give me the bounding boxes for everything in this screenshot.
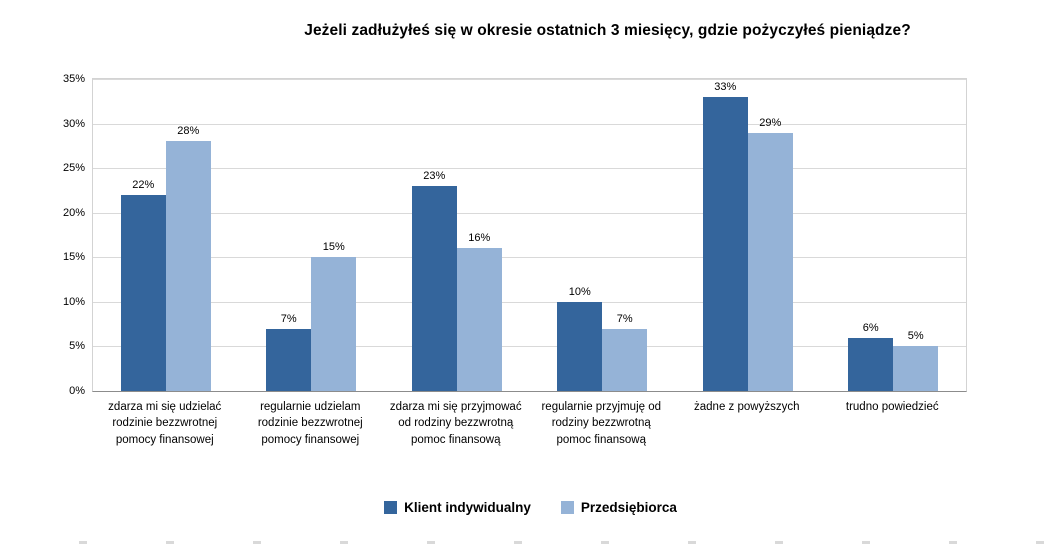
bar: 22% xyxy=(120,179,166,391)
y-tick-label: 5% xyxy=(69,340,85,353)
bar-value-label: 7% xyxy=(280,312,297,325)
y-tick-label: 35% xyxy=(62,73,85,85)
bar: 5% xyxy=(893,330,939,391)
gridline xyxy=(93,301,966,303)
x-category-label: zdarza mi się udzielać rodzinie bezzwrot… xyxy=(108,401,222,446)
gridline xyxy=(93,346,966,348)
bar-value-label: 33% xyxy=(714,80,737,93)
bar: 7% xyxy=(602,313,648,391)
bar-group: 22% 28% xyxy=(93,79,239,391)
y-tick-label: 15% xyxy=(62,251,85,264)
bar-group: 6% 5% xyxy=(821,79,967,391)
bar: 10% xyxy=(557,286,603,391)
legend-swatch xyxy=(560,501,574,514)
bar-group: 7% 15% xyxy=(239,79,385,391)
bar-value-label: 5% xyxy=(907,330,924,343)
y-tick-label: 25% xyxy=(62,162,85,175)
legend-label: Klient indywidualny xyxy=(404,500,531,515)
bar-value-label: 10% xyxy=(568,285,591,298)
bar-value-label: 22% xyxy=(132,178,155,191)
y-tick-label: 20% xyxy=(62,206,85,219)
bar-value-label: 23% xyxy=(423,169,446,182)
gridline xyxy=(93,168,966,170)
y-tick-label: 0% xyxy=(69,385,85,397)
legend-item: Przedsiębiorca xyxy=(560,500,677,515)
bar: 16% xyxy=(456,232,502,391)
bar: 29% xyxy=(747,117,793,391)
gridline xyxy=(93,79,966,80)
x-axis-labels: zdarza mi się udzielać rodzinie bezzwrot… xyxy=(92,399,965,448)
x-category-label: żadne z powyższych xyxy=(694,401,800,413)
bar-value-label: 29% xyxy=(759,116,782,129)
bar-group: 23% 16% xyxy=(384,79,530,391)
sheet-bottom-edge xyxy=(0,541,1061,544)
bar-group: 33% 29% xyxy=(675,79,821,391)
bar-value-label: 7% xyxy=(616,312,633,325)
bar-group: 10% 7% xyxy=(530,79,676,391)
bar-value-label: 15% xyxy=(322,241,345,254)
bar: 15% xyxy=(311,241,357,391)
legend: Klient indywidualny Przedsiębiorca xyxy=(0,500,1061,515)
bar: 6% xyxy=(848,322,894,391)
gridline xyxy=(93,212,966,214)
bar-value-label: 6% xyxy=(862,321,879,334)
bar-value-label: 16% xyxy=(468,232,491,245)
y-tick-label: 30% xyxy=(62,117,85,130)
bar: 33% xyxy=(702,81,748,391)
bar-value-label: 28% xyxy=(177,125,200,138)
legend-item: Klient indywidualny xyxy=(384,500,531,515)
bar: 23% xyxy=(411,170,457,391)
bars-container: 22% 28% 7% 15% 23% 16% 10% 7% 33% 29% 6% 5% xyxy=(93,79,966,391)
gridline xyxy=(93,123,966,125)
bar: 28% xyxy=(165,125,211,391)
legend-swatch xyxy=(384,501,398,514)
y-tick-label: 10% xyxy=(62,295,85,308)
x-category-label: regularnie udzielam rodzinie bezzwrotnej… xyxy=(257,401,363,446)
x-category-label: regularnie przyjmuję od rodziny bezzwrot… xyxy=(541,401,662,446)
legend-label: Przedsiębiorca xyxy=(580,500,677,515)
x-category-label: trudno powiedzieć xyxy=(845,401,939,413)
chart-title: Jeżeli zadłużyłeś się w okresie ostatnic… xyxy=(304,22,911,39)
gridline xyxy=(93,257,966,259)
plot-area: 22% 28% 7% 15% 23% 16% 10% 7% 33% 29% 6% 5% 0% 5% 10%… xyxy=(63,73,967,397)
x-category-label: zdarza mi się przyjmować od rodziny bezz… xyxy=(389,401,522,446)
bar: 7% xyxy=(266,313,312,391)
